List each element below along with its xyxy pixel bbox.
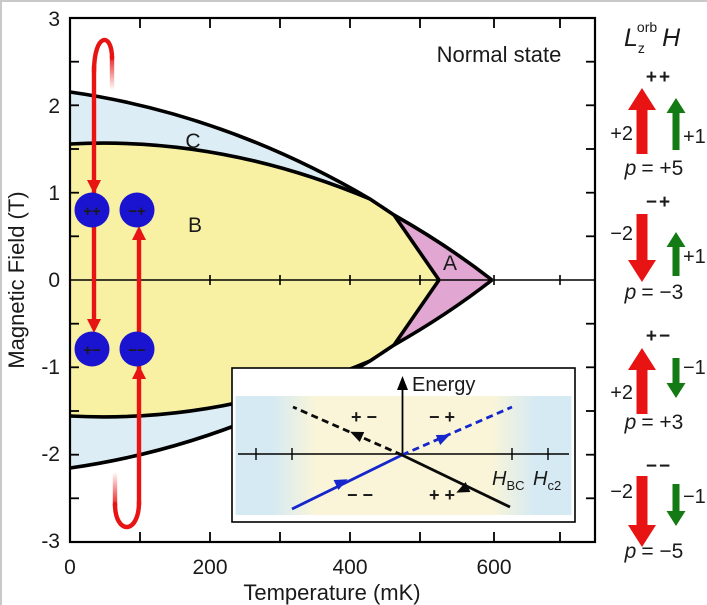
legend-entry-1-spin-arrow-up (666, 98, 686, 150)
pair-state-circles: ++ −+ +− −− (74, 192, 155, 367)
legend-entry-2-orbital-label: −2 (610, 223, 633, 245)
inset-hc2-label: Hc2 (533, 468, 561, 493)
region-b-label: B (188, 214, 202, 237)
legend-entry-1-p: p = +5 (624, 157, 684, 180)
legend-entry-2-p: p = −3 (624, 281, 684, 304)
x-axis-title: Temperature (mK) (243, 580, 420, 605)
energy-inset: Energy + − − + − − + + HBC Hc2 (231, 367, 576, 523)
inset-quadrant-lower-left: − − (347, 485, 373, 505)
pair-circle-pm-label: +− (83, 342, 101, 359)
legend-entry-3-orbital-arrow-up (628, 348, 656, 414)
inset-line-mm-solid-blue (291, 453, 403, 511)
inset-line-pm-dashed-black (292, 405, 403, 457)
sweep-up-arrowhead-2 (132, 226, 146, 240)
inset-quadrant-upper-left: + − (351, 407, 377, 427)
svg-text:2: 2 (48, 95, 60, 118)
legend-entry-2-pair: −+ (646, 192, 672, 213)
legend-entry-2-orbital-arrow-down (628, 214, 656, 282)
hc2-upper-curve (69, 90, 494, 282)
pair-circle-pp-label: ++ (83, 203, 101, 220)
svg-text:1: 1 (48, 182, 60, 205)
inset-axis-ticks (255, 448, 549, 460)
svg-text:-2: -2 (41, 443, 60, 466)
pair-circle-pm (74, 331, 110, 367)
inset-line-mp-dashed-blue (401, 405, 513, 457)
legend-entry-1-orbital-arrow-up (628, 88, 656, 154)
y-tick-labels: 3 2 1 0 -1 -2 -3 (41, 8, 60, 553)
inset-hbc-label: HBC (492, 468, 525, 493)
pair-circle-mm (119, 331, 155, 367)
legend-entry-4-spin-arrow-down (666, 484, 686, 526)
inset-quadrant-upper-right: − + (429, 407, 455, 427)
x-axis-ticks (139, 18, 561, 542)
sweep-up-arrowhead-1 (132, 365, 146, 379)
plot-frame (68, 16, 597, 544)
svg-text:-3: -3 (41, 530, 60, 553)
region-c-label: C (185, 130, 200, 153)
svg-text:200: 200 (192, 556, 227, 579)
sweep-down-arrowhead-2 (87, 319, 101, 333)
sweep-top-hairpin (91, 37, 115, 75)
legend-entry-2: −+ −2 +1 p = −3 (610, 192, 706, 304)
legend-entry-4-p: p = −5 (624, 540, 684, 563)
legend-entry-1-pair: ++ (646, 67, 672, 88)
inset-arrowhead-mp (435, 434, 450, 446)
sweep-bottom-hairpin (112, 499, 142, 530)
inset-energy-label: Energy (412, 374, 475, 396)
legend-entry-4-orbital-label: −2 (610, 481, 633, 503)
inset-arrowhead-pm (350, 431, 365, 443)
inset-quadrant-lower-right: + + (429, 485, 455, 505)
legend-entry-1: ++ +2 +1 p = +5 (610, 67, 706, 180)
bc-upper-curve (69, 141, 371, 201)
ab-lower-line (392, 278, 441, 347)
legend-entry-3-pair: +− (646, 326, 672, 347)
svg-text:400: 400 (332, 556, 367, 579)
pair-circle-pp (74, 192, 110, 228)
legend-entry-4-spin-label: −1 (683, 486, 706, 508)
pair-circle-mp (119, 192, 155, 228)
legend-header: Lzorb H (624, 19, 681, 56)
legend-entry-3-p: p = +3 (624, 411, 684, 434)
legend-entry-4-orbital-arrow-down (628, 476, 656, 547)
legend-entry-4-pair: −− (646, 456, 672, 477)
pair-state-legend: Lzorb H ++ +2 +1 p = +5 −+ −2 +1 p = −3 + (610, 19, 706, 563)
legend-entry-2-spin-arrow-up (666, 232, 686, 276)
inset-line-pp-solid-black (401, 453, 511, 509)
y-axis-title: Magnetic Field (T) (4, 191, 29, 368)
region-c-lower-fill (70, 361, 370, 468)
inset-energy-axis-arrowhead (397, 376, 408, 390)
legend-entry-3-orbital-label: +2 (610, 382, 633, 404)
x-tick-labels: 0 200 400 600 (64, 556, 511, 579)
inset-arrowhead-mm (333, 479, 348, 490)
sweep-down-arrowhead-1 (87, 180, 101, 194)
svg-text:-1: -1 (41, 356, 60, 379)
normal-state-label: Normal state (437, 42, 562, 67)
legend-entry-3-spin-label: −1 (683, 357, 706, 379)
inset-arrowhead-pp (456, 482, 471, 493)
y-axis-ticks (70, 60, 595, 500)
legend-entry-3: +− +2 −1 p = +3 (610, 326, 706, 434)
legend-entry-4: −− −2 −1 p = −5 (610, 456, 706, 563)
legend-entry-3-spin-arrow-down (666, 358, 686, 398)
ab-upper-line (392, 213, 441, 282)
pair-circle-mm-label: −− (128, 342, 146, 359)
svg-text:600: 600 (476, 556, 511, 579)
pair-circle-mp-label: −+ (128, 203, 146, 220)
legend-entry-1-spin-label: +1 (683, 126, 706, 148)
region-c-upper-fill (70, 92, 370, 199)
legend-entry-2-spin-label: +1 (683, 246, 706, 268)
svg-text:0: 0 (64, 556, 76, 579)
legend-entry-1-orbital-label: +2 (610, 123, 633, 145)
svg-text:3: 3 (48, 8, 60, 31)
svg-text:0: 0 (48, 269, 60, 292)
region-a-label: A (443, 252, 457, 275)
